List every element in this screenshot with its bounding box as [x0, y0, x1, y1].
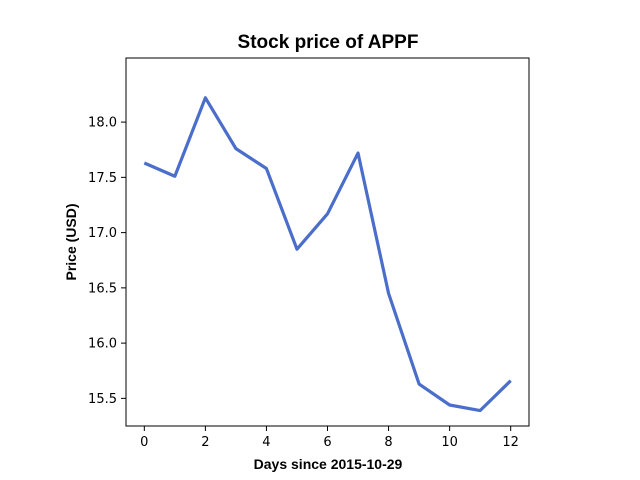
chart-title: Stock price of APPF — [238, 32, 419, 53]
x-tick-label: 2 — [201, 435, 209, 450]
y-tick-label: 16.0 — [88, 337, 117, 352]
x-axis-label: Days since 2015-10-29 — [254, 456, 403, 472]
x-tick-label: 4 — [262, 435, 270, 450]
y-axis-label: Price (USD) — [63, 203, 79, 280]
y-tick-label: 15.5 — [88, 392, 117, 407]
y-tick-label: 18.0 — [88, 116, 117, 131]
series-line — [143, 96, 512, 413]
x-tick-label: 8 — [384, 435, 392, 450]
x-tick-label: 12 — [502, 435, 519, 450]
x-tick-label: 0 — [140, 435, 148, 450]
series-layer — [143, 96, 512, 413]
plot-area — [125, 57, 530, 427]
y-tick-label: 16.5 — [88, 281, 117, 296]
y-axis: 15.5 16.0 16.5 17.0 17.5 18.0 — [88, 116, 126, 407]
x-tick-label: 6 — [323, 435, 331, 450]
x-tick-label: 10 — [441, 435, 458, 450]
y-tick-label: 17.0 — [88, 226, 117, 241]
x-axis: 0 2 4 6 8 10 12 — [140, 426, 519, 450]
y-tick-label: 17.5 — [88, 171, 117, 186]
